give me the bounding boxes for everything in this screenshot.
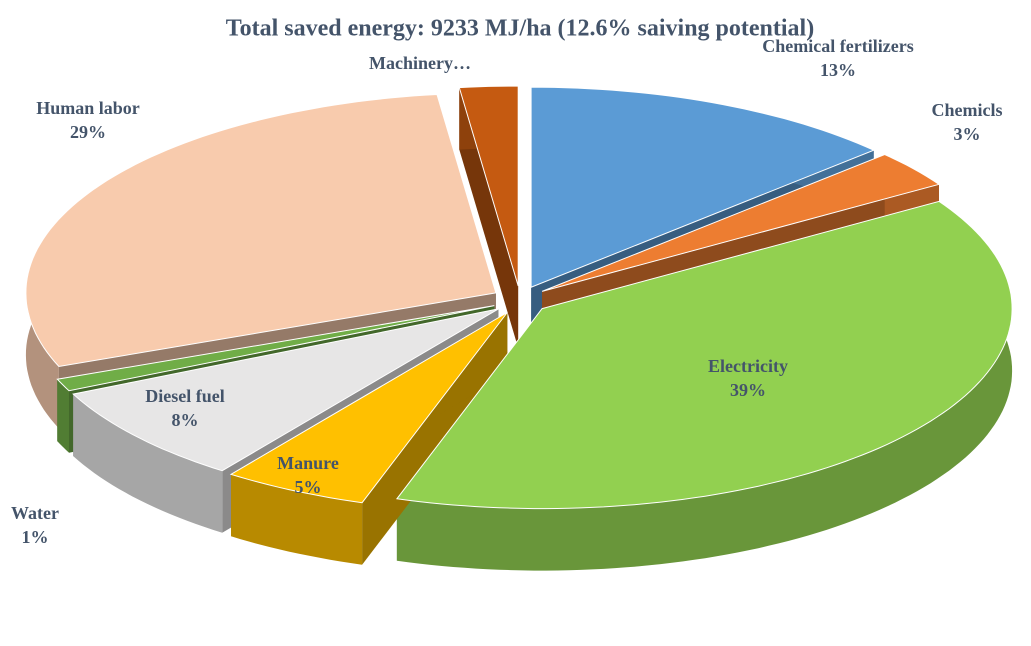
value-label: 8%: [172, 410, 199, 430]
value-label: 39%: [730, 380, 766, 400]
value-label: 3%: [954, 124, 981, 144]
value-label: 5%: [295, 477, 322, 497]
pie-slice: [395, 200, 1013, 510]
category-label: Machinery…: [369, 53, 471, 73]
category-label: Chemical fertilizers: [762, 36, 913, 56]
slice-arc-wall: [396, 201, 1013, 571]
slice-arc-wall: [231, 474, 363, 565]
pie-slice: [458, 85, 519, 287]
value-label: 13%: [820, 60, 856, 80]
slice-arc-wall: [73, 394, 223, 533]
chart-title: Total saved energy: 9233 MJ/ha (12.6% sa…: [226, 16, 814, 42]
category-label: Chemicls: [932, 100, 1003, 120]
category-label: Water: [11, 503, 59, 523]
pie-slice: [56, 305, 495, 392]
pie-slice: [72, 308, 499, 472]
slice-arc-wall: [57, 379, 69, 453]
pie-slice: [541, 153, 941, 292]
category-label: Electricity: [708, 356, 788, 376]
category-label: Human labor: [36, 98, 140, 118]
value-label: 29%: [70, 122, 106, 142]
category-label: Diesel fuel: [145, 386, 224, 406]
category-label: Manure: [277, 453, 339, 473]
pie-slice: [25, 93, 497, 368]
pie-slice: [229, 312, 508, 504]
slice-edge-wall: [459, 87, 519, 348]
pie-slice: [530, 86, 875, 288]
value-label: 1%: [22, 527, 49, 547]
slice-tops: [25, 85, 1013, 510]
